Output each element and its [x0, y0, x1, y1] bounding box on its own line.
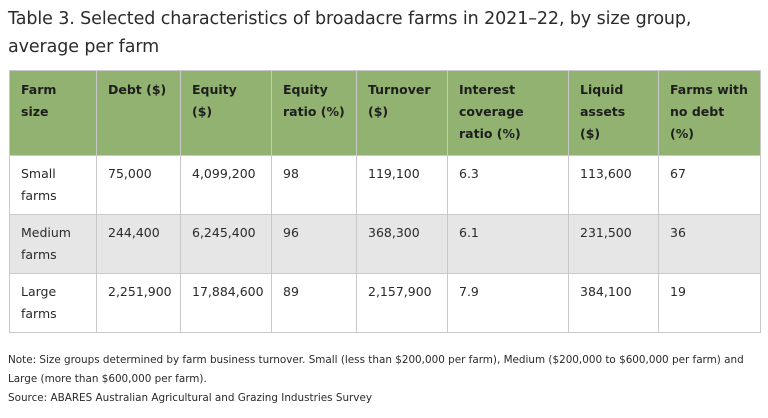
header-equity: Equity ($) [180, 70, 272, 156]
header-debt: Debt ($) [96, 70, 181, 156]
cell-liquid-assets: 384,100 [568, 273, 659, 333]
header-farm-size: Farm size [9, 70, 97, 156]
cell-turnover: 2,157,900 [356, 273, 448, 333]
table-row-medium-farms: Medium farms 244,400 6,245,400 96 368,30… [9, 214, 761, 274]
header-liquid-assets: Liquid assets ($) [568, 70, 659, 156]
cell-farm-size: Small farms [9, 155, 97, 215]
cell-liquid-assets: 113,600 [568, 155, 659, 215]
cell-equity: 17,884,600 [180, 273, 272, 333]
cell-equity: 6,245,400 [180, 214, 272, 274]
cell-debt: 2,251,900 [96, 273, 181, 333]
cell-farm-size: Large farms [9, 273, 97, 333]
note-text: Note: Size groups determined by farm bus… [8, 354, 744, 385]
cell-interest-coverage-ratio: 6.3 [447, 155, 569, 215]
header-row: Farm size Debt ($) Equity ($) Equity rat… [9, 70, 761, 156]
cell-farms-with-no-debt: 36 [658, 214, 761, 274]
cell-interest-coverage-ratio: 6.1 [447, 214, 569, 274]
cell-turnover: 368,300 [356, 214, 448, 274]
cell-turnover: 119,100 [356, 155, 448, 215]
header-interest-coverage-ratio: Interest coverage ratio (%) [447, 70, 569, 156]
cell-debt: 75,000 [96, 155, 181, 215]
cell-equity-ratio: 98 [271, 155, 357, 215]
source-text: Source: ABARES Australian Agricultural a… [8, 392, 373, 404]
cell-farms-with-no-debt: 67 [658, 155, 761, 215]
farm-characteristics-table: Farm size Debt ($) Equity ($) Equity rat… [9, 70, 761, 333]
cell-liquid-assets: 231,500 [568, 214, 659, 274]
cell-equity-ratio: 96 [271, 214, 357, 274]
table-row-large-farms: Large farms 2,251,900 17,884,600 89 2,15… [9, 273, 761, 333]
header-equity-ratio: Equity ratio (%) [271, 70, 357, 156]
cell-equity-ratio: 89 [271, 273, 357, 333]
cell-debt: 244,400 [96, 214, 181, 274]
table-title: Table 3. Selected characteristics of bro… [8, 9, 692, 57]
cell-farm-size: Medium farms [9, 214, 97, 274]
header-turnover: Turnover ($) [356, 70, 448, 156]
table-row-small-farms: Small farms 75,000 4,099,200 98 119,100 … [9, 155, 761, 215]
header-farms-with-no-debt: Farms with no debt (%) [658, 70, 761, 156]
cell-equity: 4,099,200 [180, 155, 272, 215]
cell-farms-with-no-debt: 19 [658, 273, 761, 333]
cell-interest-coverage-ratio: 7.9 [447, 273, 569, 333]
table-notes: Note: Size groups determined by farm bus… [8, 351, 763, 408]
